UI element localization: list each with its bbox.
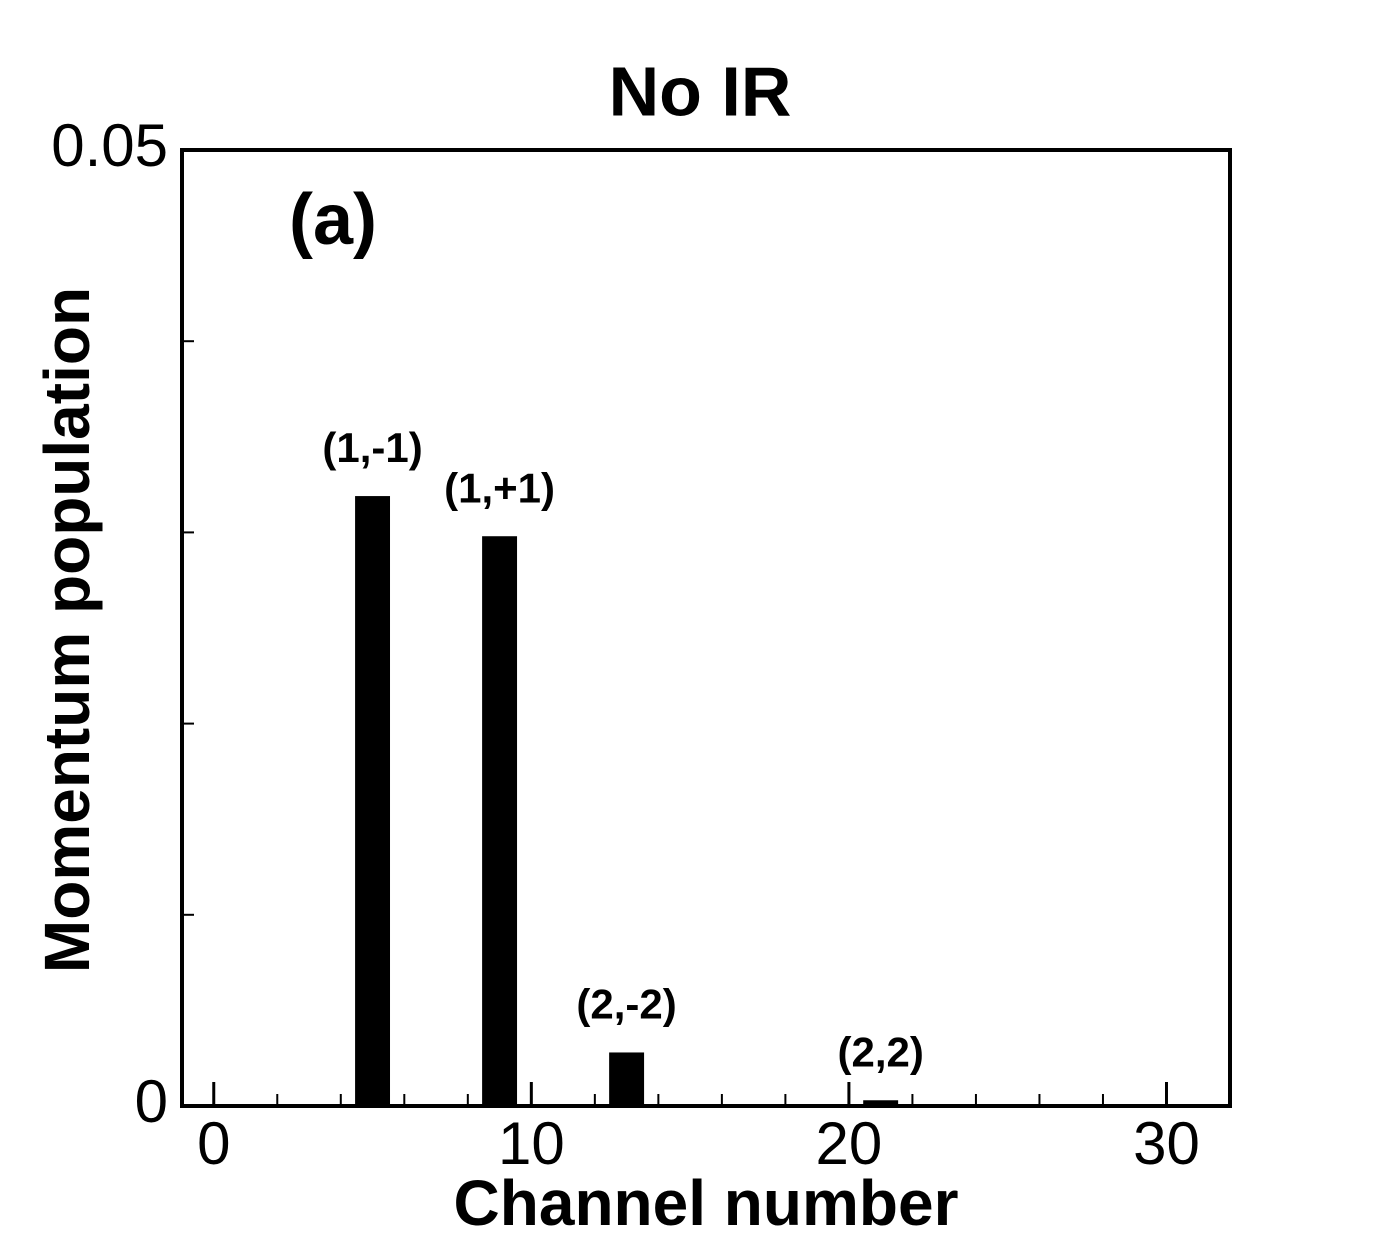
x-tick-label: 0: [197, 1110, 230, 1177]
bar: [355, 496, 391, 1106]
x-tick-label: 30: [1133, 1110, 1200, 1177]
panel-label: (a): [289, 180, 377, 260]
x-tick-label: 20: [816, 1110, 883, 1177]
bar-label: (1,+1): [444, 464, 555, 511]
x-axis-label: Channel number: [454, 1167, 959, 1239]
bar: [863, 1100, 899, 1106]
bar: [482, 536, 518, 1106]
bar-label: (2,-2): [576, 981, 676, 1028]
plot-frame: [180, 148, 1232, 1108]
bar: [609, 1052, 645, 1106]
y-axis-label: Momentum population: [31, 287, 103, 973]
y-tick-label: 0: [135, 1068, 168, 1135]
bar-label: (2,2): [837, 1028, 923, 1075]
x-tick-label: 10: [498, 1110, 565, 1177]
y-tick-label: 0.05: [51, 112, 168, 179]
bar-label: (1,-1): [322, 424, 422, 471]
chart-title: No IR: [609, 52, 792, 130]
